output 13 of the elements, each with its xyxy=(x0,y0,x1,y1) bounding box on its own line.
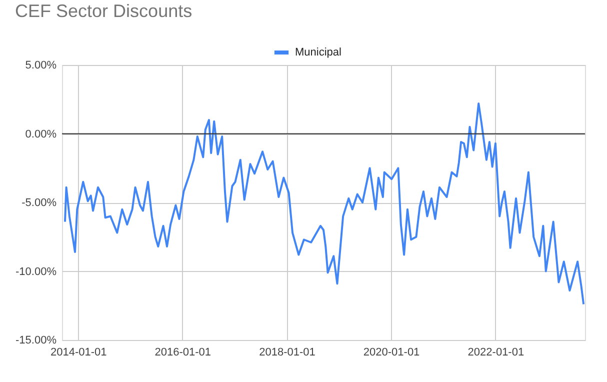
y-tick-label: 5.00% xyxy=(25,60,57,72)
y-tick-label: 0.00% xyxy=(25,128,57,140)
x-tick-label: 2022-01-01 xyxy=(468,346,524,358)
x-tick-label: 2018-01-01 xyxy=(259,346,316,358)
y-tick-label: -5.00% xyxy=(22,197,57,209)
x-tick-label: 2020-01-01 xyxy=(363,346,420,358)
chart-title: CEF Sector Discounts xyxy=(15,1,192,21)
y-tick-label: -10.00% xyxy=(16,266,57,278)
x-tick-label: 2016-01-01 xyxy=(154,346,212,358)
line-series xyxy=(64,102,585,306)
legend-label: Municipal xyxy=(295,46,342,58)
y-tick-label: -15.00% xyxy=(16,334,57,346)
x-tick-label: 2014-01-01 xyxy=(50,346,107,358)
